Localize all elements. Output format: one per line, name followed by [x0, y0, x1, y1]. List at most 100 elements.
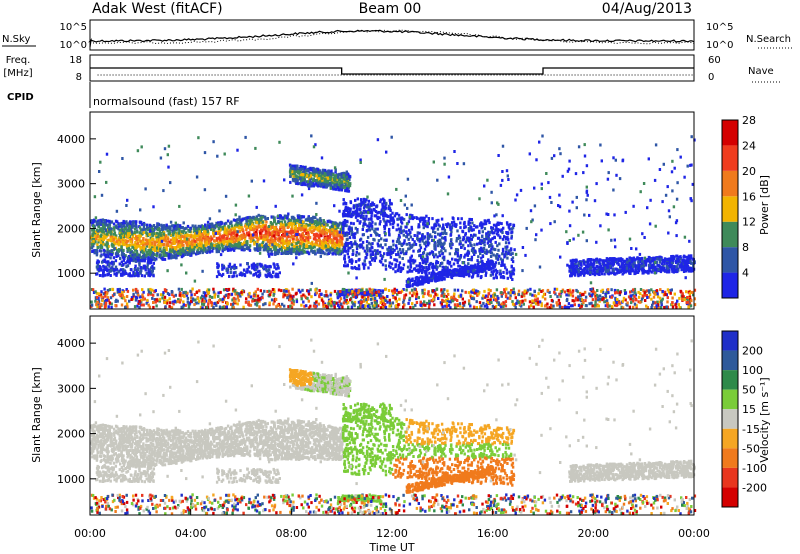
power-cell: [449, 244, 452, 248]
power-cell: [298, 223, 301, 227]
power-cell: [334, 176, 337, 180]
power-cell: [322, 168, 325, 172]
power-cell: [211, 249, 214, 253]
power-cell: [98, 228, 102, 232]
power-cell: [455, 223, 458, 227]
power-cell: [312, 179, 315, 183]
power-cell: [318, 177, 321, 181]
power-cell: [282, 239, 285, 243]
power-cell: [419, 275, 422, 279]
power-cell: [146, 263, 149, 267]
power-cell: [95, 265, 99, 269]
power-cell: [370, 208, 373, 212]
power-cell: [410, 269, 414, 273]
power-cell: [446, 222, 450, 226]
power-cell: [309, 242, 313, 246]
power-cell: [305, 180, 308, 184]
power-cell: [374, 214, 378, 218]
power-cell: [317, 168, 320, 172]
power-cell: [198, 240, 202, 244]
power-cell: [282, 246, 285, 249]
power-cell: [368, 222, 371, 226]
power-cell: [344, 173, 347, 177]
power-cell: [496, 253, 499, 256]
power-cell: [312, 219, 315, 223]
power-cell: [180, 230, 184, 234]
power-cell: [452, 220, 456, 224]
power-cell: [215, 245, 218, 249]
power-cell: [160, 250, 164, 254]
power-cell: [488, 263, 491, 267]
power-cell: [282, 223, 285, 227]
power-cell: [363, 209, 366, 213]
power-cell: [457, 264, 460, 268]
power-cell: [472, 228, 475, 232]
power-cell: [146, 260, 150, 264]
power-cell: [99, 241, 103, 245]
power-cell: [258, 273, 262, 277]
power-cell: [345, 208, 349, 212]
power-cell: [148, 271, 152, 274]
power-cell: [246, 240, 249, 243]
power-cell: [488, 221, 491, 225]
power-cell: [273, 230, 276, 234]
power-cell: [409, 256, 412, 260]
power-cell: [136, 237, 139, 241]
power-cell: [97, 238, 100, 242]
power-cell: [391, 247, 394, 251]
power-cell: [246, 219, 250, 223]
power-cell: [376, 252, 379, 256]
power-cell: [288, 242, 291, 246]
power-cell: [393, 214, 397, 218]
power-cell: [192, 250, 195, 254]
power-cell: [494, 240, 497, 244]
power-cell: [124, 231, 127, 235]
power-cell: [410, 225, 413, 229]
power-cell: [252, 216, 255, 220]
power-cell: [462, 272, 466, 276]
power-cell: [424, 260, 427, 264]
power-cell: [395, 212, 399, 216]
power-cell: [183, 249, 187, 253]
power-cell: [426, 252, 429, 256]
power-cell: [362, 211, 365, 215]
power-cell: [470, 237, 473, 241]
power-cell: [306, 229, 309, 233]
power-cell: [142, 225, 146, 229]
power-cell: [313, 243, 317, 247]
power-cell: [418, 276, 421, 280]
power-cell: [405, 213, 408, 217]
power-cell: [511, 269, 514, 273]
power-cell: [498, 228, 501, 232]
power-cell: [505, 247, 508, 251]
power-cell: [346, 177, 349, 180]
power-cell: [101, 260, 104, 264]
power-cell: [482, 247, 485, 251]
power-cell: [295, 236, 299, 239]
power-cell: [267, 252, 270, 256]
power-cell: [348, 225, 351, 229]
power-cell: [350, 229, 353, 233]
power-cell: [151, 233, 154, 237]
power-cell: [500, 264, 503, 267]
power-cell: [494, 254, 498, 258]
power-cell: [112, 226, 116, 230]
power-cell: [330, 247, 334, 251]
power-cell: [276, 264, 280, 268]
power-cell: [421, 218, 424, 222]
power-cell: [289, 172, 292, 176]
power-cell: [436, 279, 439, 282]
power-cell: [369, 224, 372, 228]
power-cell: [501, 237, 505, 241]
power-cell: [119, 234, 122, 237]
power-cell: [332, 186, 335, 190]
power-cell: [323, 177, 326, 181]
power-cell: [308, 219, 312, 223]
power-cell: [381, 246, 384, 250]
power-cell: [248, 225, 252, 229]
power-cell: [287, 218, 290, 222]
power-cell: [156, 222, 160, 226]
power-cell: [105, 260, 108, 264]
power-cell: [509, 275, 513, 279]
power-cell: [417, 249, 420, 253]
